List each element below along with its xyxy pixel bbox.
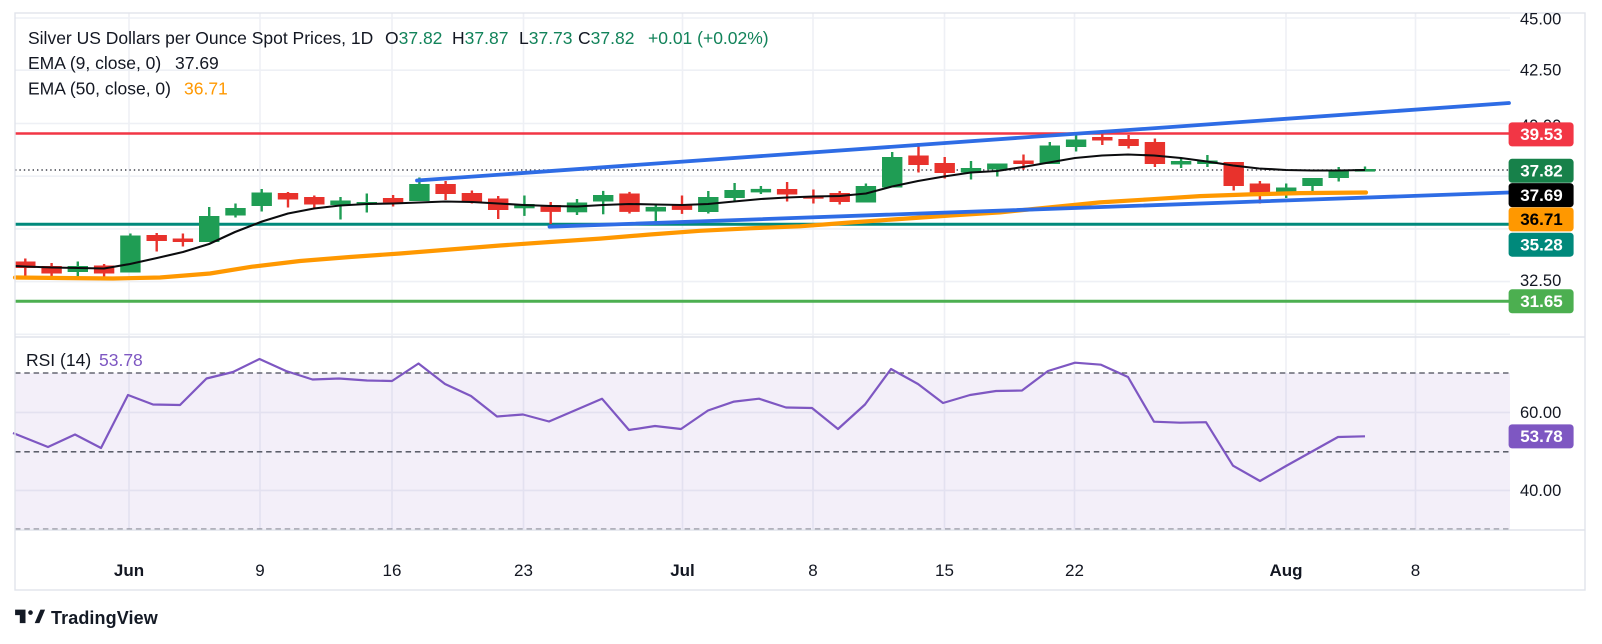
svg-text:Silver US Dollars per Ounce Sp: Silver US Dollars per Ounce Spot Prices,… <box>28 28 769 48</box>
svg-text:EMA (9, close, 0)37.69: EMA (9, close, 0) 37.69 <box>28 53 219 73</box>
svg-text:45.00: 45.00 <box>1520 11 1561 29</box>
svg-text:37.69: 37.69 <box>1520 186 1563 205</box>
svg-text:23: 23 <box>514 561 533 580</box>
svg-text:40.00: 40.00 <box>1520 482 1561 500</box>
svg-text:60.00: 60.00 <box>1520 404 1561 422</box>
svg-text:8: 8 <box>1411 561 1420 580</box>
svg-text:35.28: 35.28 <box>1520 236 1563 255</box>
svg-text:9: 9 <box>255 561 264 580</box>
svg-text:53.78: 53.78 <box>1520 427 1563 446</box>
svg-text:15: 15 <box>935 561 954 580</box>
svg-text:42.50: 42.50 <box>1520 62 1561 80</box>
svg-text:22: 22 <box>1065 561 1084 580</box>
svg-text:RSI (14)53.78: RSI (14) 53.78 <box>26 350 143 370</box>
svg-text:TradingView: TradingView <box>51 608 159 628</box>
svg-text:16: 16 <box>383 561 402 580</box>
svg-text:39.53: 39.53 <box>1520 125 1563 144</box>
svg-text:8: 8 <box>808 561 817 580</box>
svg-text:Jul: Jul <box>670 561 695 580</box>
svg-text:Jun: Jun <box>114 561 144 580</box>
svg-text:EMA (50, close, 0)36.71: EMA (50, close, 0) 36.71 <box>28 79 228 99</box>
svg-text:36.71: 36.71 <box>1520 210 1563 229</box>
svg-text:32.50: 32.50 <box>1520 272 1561 290</box>
svg-text:37.82: 37.82 <box>1520 162 1563 181</box>
svg-text:Aug: Aug <box>1269 561 1302 580</box>
svg-text:31.65: 31.65 <box>1520 292 1563 311</box>
